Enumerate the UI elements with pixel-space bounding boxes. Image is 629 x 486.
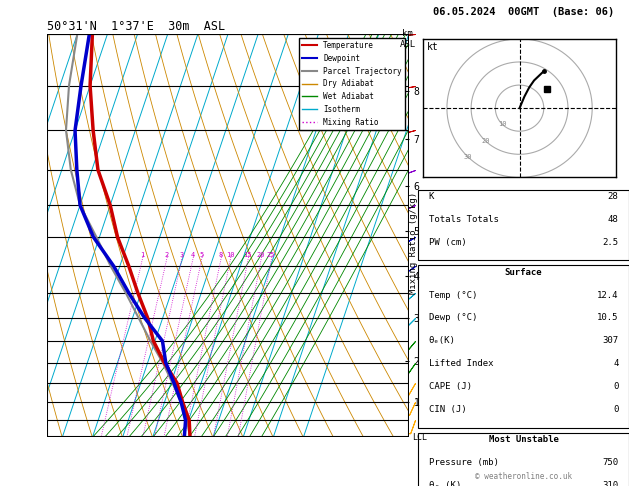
Text: Most Unstable: Most Unstable — [489, 435, 559, 444]
Text: 2.5: 2.5 — [603, 238, 618, 247]
Text: 12.4: 12.4 — [597, 291, 618, 300]
Text: 5: 5 — [199, 252, 204, 258]
Text: 4: 4 — [613, 359, 618, 368]
Text: 3: 3 — [179, 252, 184, 258]
Bar — [418, 433, 629, 486]
Text: 1: 1 — [140, 252, 144, 258]
Text: 20: 20 — [257, 252, 265, 258]
Text: Dewp (°C): Dewp (°C) — [429, 313, 477, 323]
Text: 0: 0 — [613, 405, 618, 414]
Text: θₑ (K): θₑ (K) — [429, 481, 461, 486]
Text: 48: 48 — [608, 215, 618, 224]
Text: θₑ(K): θₑ(K) — [429, 336, 455, 346]
Text: kt: kt — [426, 42, 438, 52]
Text: km
ASL: km ASL — [399, 29, 416, 49]
Text: 50°31'N  1°37'E  30m  ASL: 50°31'N 1°37'E 30m ASL — [47, 20, 225, 33]
Text: Temp (°C): Temp (°C) — [429, 291, 477, 300]
Text: Lifted Index: Lifted Index — [429, 359, 493, 368]
Bar — [418, 190, 629, 260]
Text: Pressure (mb): Pressure (mb) — [429, 458, 499, 467]
Text: LCL: LCL — [413, 433, 428, 442]
Legend: Temperature, Dewpoint, Parcel Trajectory, Dry Adiabat, Wet Adiabat, Isotherm, Mi: Temperature, Dewpoint, Parcel Trajectory… — [299, 38, 405, 130]
Y-axis label: hPa: hPa — [3, 226, 13, 246]
Text: 310: 310 — [603, 481, 618, 486]
Text: 06.05.2024  00GMT  (Base: 06): 06.05.2024 00GMT (Base: 06) — [433, 7, 615, 17]
Text: 25: 25 — [267, 252, 276, 258]
Text: 30: 30 — [464, 154, 472, 160]
Text: 0: 0 — [613, 382, 618, 391]
Text: Mixing Ratio (g/kg): Mixing Ratio (g/kg) — [409, 192, 418, 294]
Text: © weatheronline.co.uk: © weatheronline.co.uk — [475, 472, 572, 481]
Text: Totals Totals: Totals Totals — [429, 215, 499, 224]
Text: 2: 2 — [164, 252, 169, 258]
Text: CAPE (J): CAPE (J) — [429, 382, 472, 391]
Text: 307: 307 — [603, 336, 618, 346]
Text: PW (cm): PW (cm) — [429, 238, 467, 247]
Bar — [418, 265, 629, 428]
Text: 20: 20 — [481, 138, 489, 144]
Text: 750: 750 — [603, 458, 618, 467]
Text: 10.5: 10.5 — [597, 313, 618, 323]
Text: 10: 10 — [498, 122, 507, 127]
Text: 10: 10 — [226, 252, 235, 258]
Text: 15: 15 — [243, 252, 252, 258]
Text: Surface: Surface — [505, 268, 542, 277]
Text: K: K — [429, 192, 434, 201]
Text: 8: 8 — [218, 252, 223, 258]
Text: 4: 4 — [191, 252, 195, 258]
Text: 28: 28 — [608, 192, 618, 201]
Text: CIN (J): CIN (J) — [429, 405, 467, 414]
